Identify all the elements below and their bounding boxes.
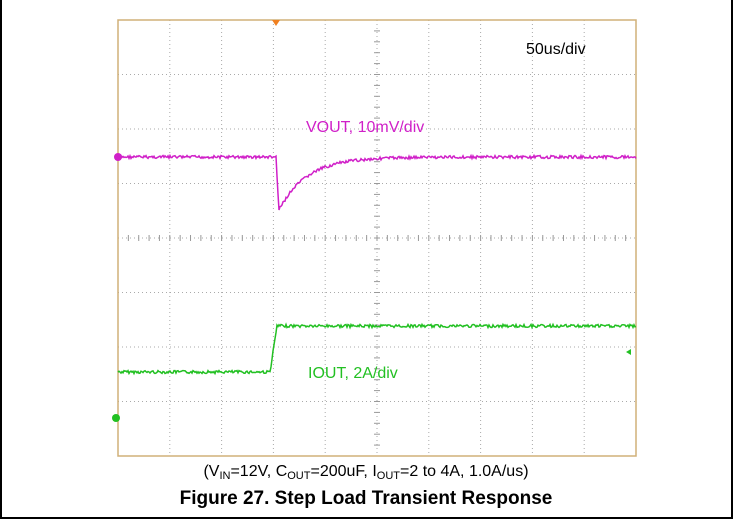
vout-label: VOUT, 10mV/div xyxy=(306,119,424,136)
vout-marker xyxy=(114,153,122,161)
iout-label: IOUT, 2A/div xyxy=(308,365,398,382)
scope-grid xyxy=(117,19,637,457)
subscript: OUT xyxy=(287,470,311,482)
vout-trace xyxy=(117,153,637,211)
iout-trace xyxy=(117,322,637,376)
iout-arrow xyxy=(626,349,631,355)
conditions: (VIN=12V, COUT=200uF, IOUT=2 to 4A, 1.0A… xyxy=(203,463,528,482)
figure-title: Figure 27. Step Load Transient Response xyxy=(180,488,553,509)
traces xyxy=(112,153,637,422)
caption-text: (V xyxy=(203,463,219,480)
subscript: IN xyxy=(219,470,230,482)
iout-marker xyxy=(112,414,120,422)
grid-border xyxy=(117,19,637,457)
caption-text: =2 to 4A, 1.0A/us) xyxy=(400,463,529,480)
trigger-marker xyxy=(272,20,280,26)
caption-text: =200uF, I xyxy=(310,463,376,480)
caption-text: =12V, C xyxy=(230,463,287,480)
timebase: 50us/div xyxy=(526,41,586,58)
subscript: OUT xyxy=(377,470,401,482)
